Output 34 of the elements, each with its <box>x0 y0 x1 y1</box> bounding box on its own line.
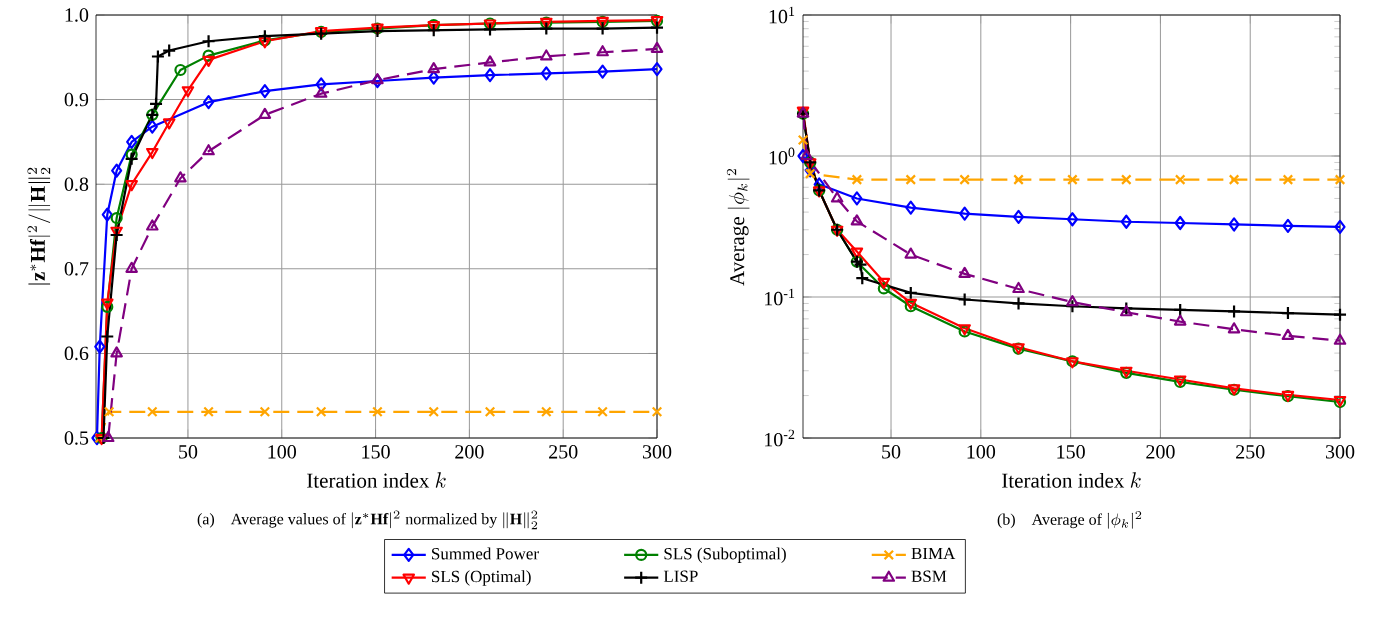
y-tick-label: 0.9 <box>64 92 89 107</box>
y-tick-label: 0.7 <box>64 262 89 276</box>
y-tick-label: 0.6 <box>64 346 89 361</box>
x-axis-title: $\text{Iteration index } k$ <box>1002 472 1141 488</box>
x-axis-title: $\text{Iteration index } k$ <box>307 472 446 488</box>
x-tick-label: 150 <box>362 445 390 459</box>
y-tick-label: 1.0 <box>65 8 89 22</box>
legend-label: Summed Power <box>432 547 539 560</box>
x-tick-label: 300 <box>1325 445 1355 459</box>
x-tick-label: 50 <box>882 445 901 459</box>
legend-label: SLS (Suboptimal) <box>664 547 786 563</box>
x-tick-label: 250 <box>549 445 578 459</box>
y-axis-title: $\text{Average } |\phi_k|^2$ <box>726 169 750 286</box>
y-tick-label: 10$^{1}$ <box>769 6 795 24</box>
legend-label: LISP <box>663 570 698 582</box>
text: $\text{(b)\quad Average of } |\phi_k|^2$ <box>997 511 1142 529</box>
y-tick-label: 10$^{-1}$ <box>765 288 795 306</box>
legend-label: SLS (Optimal) <box>432 570 531 586</box>
x-tick-label: 300 <box>642 445 672 459</box>
x-tick-label: 250 <box>1236 445 1265 459</box>
y-tick-label: 0.5 <box>64 431 89 445</box>
text: $\text{(a)\quad Average values of } |\mathbf{z}^*\mathbf{H}\mathbf{f}|^2 \text{ normalized by } \|\mathbf{H}\|_2^2$ <box>197 510 538 530</box>
x-tick-label: 100 <box>268 445 297 459</box>
x-tick-label: 200 <box>1146 445 1175 459</box>
x-tick-label: 50 <box>179 445 198 459</box>
y-tick-label: 10$^{0}$ <box>769 147 795 165</box>
legend-label: BIMA <box>911 547 956 560</box>
x-tick-label: 100 <box>967 445 996 459</box>
legend-label: BSM <box>911 570 947 582</box>
y-tick-label: 0.8 <box>64 177 89 192</box>
x-tick-label: 200 <box>455 445 484 459</box>
y-axis-title: $|\mathbf{z}^*\mathbf{H}\mathbf{f}|^2/\|\mathbf{H}\|_2^2$ <box>27 167 51 285</box>
x-tick-label: 150 <box>1057 445 1085 459</box>
y-tick-label: 10$^{-2}$ <box>765 429 795 447</box>
